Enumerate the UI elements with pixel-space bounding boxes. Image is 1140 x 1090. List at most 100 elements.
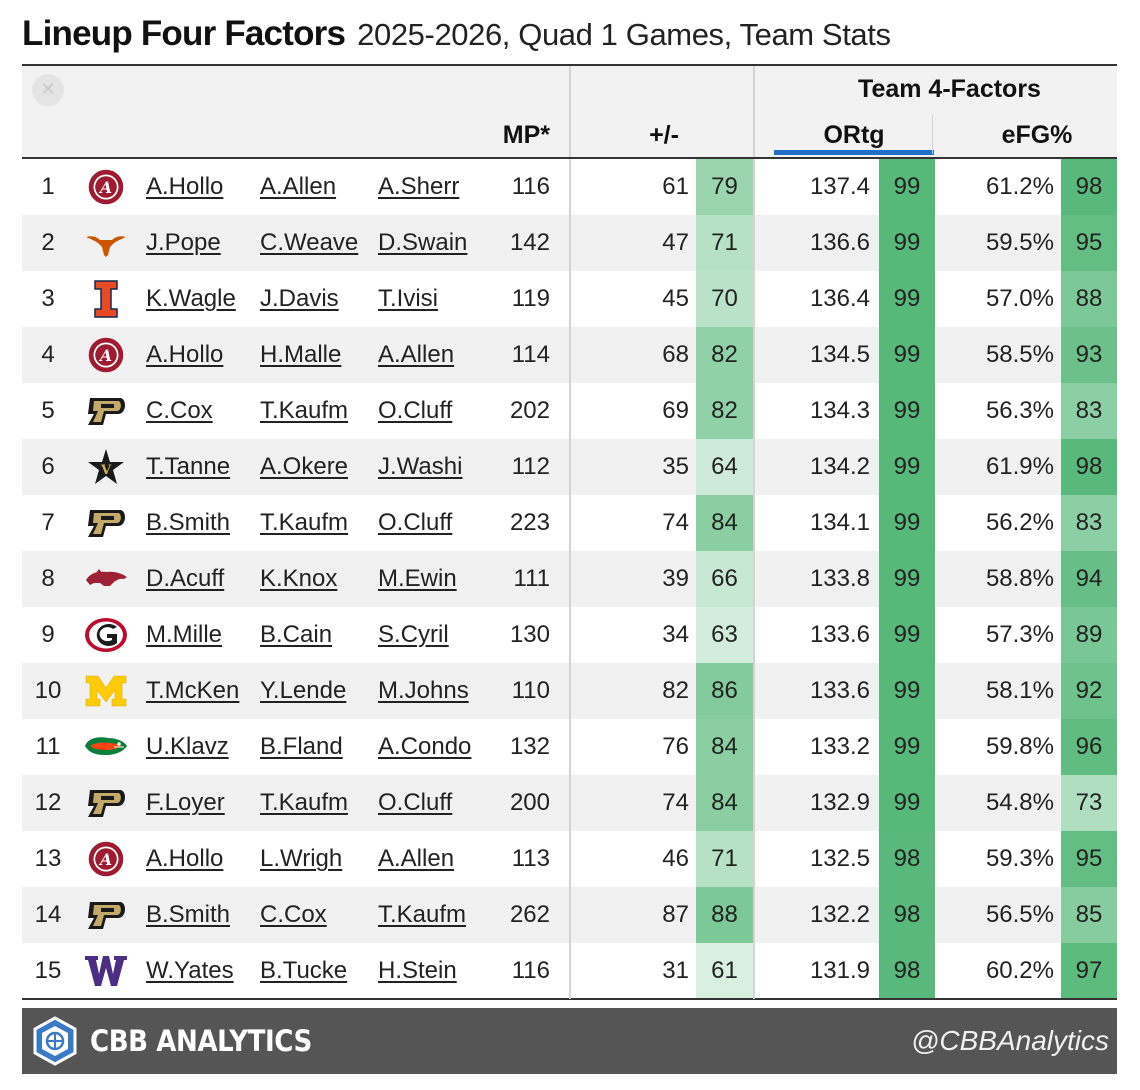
player-link[interactable]: A.Allen <box>378 341 455 368</box>
ortg-percentile-cell: 99 <box>879 663 935 719</box>
player-link[interactable]: O.Cluff <box>378 397 453 424</box>
player-cell: T.Kaufm <box>260 383 348 439</box>
player-link[interactable]: U.Klavz <box>146 733 229 760</box>
plus-minus-percentile-cell: 82 <box>696 383 753 439</box>
player-cell: T.Ivisi <box>378 271 438 327</box>
player-cell: J.Pope <box>146 215 221 271</box>
ortg-cell: 134.2 <box>809 453 870 480</box>
player-link[interactable]: J.Pope <box>146 229 221 256</box>
player-cell: M.Johns <box>378 663 469 719</box>
player-link[interactable]: D.Acuff <box>146 565 225 592</box>
plus-minus-percentile-cell: 71 <box>696 215 753 271</box>
player-link[interactable]: M.Mille <box>146 621 222 648</box>
ortg-percentile-cell: 99 <box>879 495 935 551</box>
efg-percentile-cell: 95 <box>1061 215 1117 271</box>
plus-minus-percentile-cell: 84 <box>696 719 753 775</box>
plus-minus-percentile-cell: 70 <box>696 271 753 327</box>
plus-minus-cell: 76 <box>662 733 689 760</box>
player-link[interactable]: B.Smith <box>146 901 231 928</box>
player-link[interactable]: T.Kaufm <box>378 901 467 928</box>
plus-minus-percentile-cell: 84 <box>696 495 753 551</box>
player-cell: U.Klavz <box>146 719 229 775</box>
player-link[interactable]: B.Tucke <box>260 957 348 984</box>
player-cell: A.Allen <box>378 327 454 383</box>
player-link[interactable]: M.Johns <box>378 677 469 704</box>
player-cell: T.Kaufm <box>260 775 348 831</box>
ortg-cell: 132.2 <box>809 901 870 928</box>
player-link[interactable]: J.Washi <box>378 453 463 480</box>
player-link[interactable]: B.Cain <box>260 621 333 648</box>
player-link[interactable]: A.Sherr <box>378 173 460 200</box>
player-cell: A.Hollo <box>146 327 223 383</box>
player-cell: A.Allen <box>378 831 454 887</box>
ortg-cell: 134.5 <box>809 341 870 368</box>
player-link[interactable]: T.Kaufm <box>260 509 349 536</box>
plus-minus-percentile-cell: 66 <box>696 551 753 607</box>
player-cell: D.Acuff <box>146 551 224 607</box>
ortg-percentile-cell: 98 <box>879 943 935 999</box>
header-efg[interactable]: eFG% <box>1001 121 1073 149</box>
player-cell: B.Tucke <box>260 943 347 999</box>
texas-logo-icon <box>84 224 128 262</box>
player-link[interactable]: B.Fland <box>260 733 343 760</box>
social-handle[interactable]: @CBBAnalytics <box>910 1025 1109 1056</box>
ortg-cell: 134.1 <box>809 509 870 536</box>
player-link[interactable]: H.Stein <box>378 957 457 984</box>
efg-cell: 58.5% <box>985 341 1054 368</box>
ortg-percentile-cell: 99 <box>879 383 935 439</box>
player-link[interactable]: K.Knox <box>260 565 338 592</box>
player-link[interactable]: A.Allen <box>260 173 337 200</box>
player-link[interactable]: T.Ivisi <box>378 285 438 312</box>
player-link[interactable]: K.Wagle <box>146 285 236 312</box>
efg-percentile-cell: 95 <box>1061 831 1117 887</box>
header-ortg[interactable]: ORtg <box>823 121 885 149</box>
player-cell: H.Stein <box>378 943 457 999</box>
player-link[interactable]: W.Yates <box>146 957 234 984</box>
player-link[interactable]: T.Kaufm <box>260 397 349 424</box>
player-link[interactable]: Y.Lende <box>260 677 347 704</box>
player-link[interactable]: A.Allen <box>378 845 455 872</box>
player-link[interactable]: C.Weave <box>260 229 359 256</box>
player-link[interactable]: O.Cluff <box>378 509 453 536</box>
player-cell: M.Mille <box>146 607 222 663</box>
player-link[interactable]: A.Hollo <box>146 845 224 872</box>
player-link[interactable]: A.Condo <box>378 733 472 760</box>
plus-minus-cell: 45 <box>662 285 689 312</box>
player-link[interactable]: B.Smith <box>146 509 231 536</box>
player-link[interactable]: T.Tanne <box>146 453 231 480</box>
header-plus-minus[interactable]: +/- <box>649 121 679 149</box>
player-link[interactable]: O.Cluff <box>378 789 453 816</box>
player-link[interactable]: H.Malle <box>260 341 342 368</box>
player-cell: A.Sherr <box>378 159 459 215</box>
sort-indicator <box>774 150 934 155</box>
player-link[interactable]: A.Hollo <box>146 173 224 200</box>
brand-name: CBB ANALYTICS <box>90 1024 312 1058</box>
efg-cell: 59.8% <box>985 733 1054 760</box>
player-link[interactable]: C.Cox <box>146 397 213 424</box>
illinois-logo-icon <box>84 280 128 318</box>
plus-minus-percentile-cell: 71 <box>696 831 753 887</box>
player-link[interactable]: T.McKen <box>146 677 240 704</box>
player-link[interactable]: M.Ewin <box>378 565 457 592</box>
header-mp[interactable]: MP* <box>502 121 550 149</box>
rank-cell: 8 <box>41 565 55 592</box>
player-link[interactable]: T.Kaufm <box>260 789 349 816</box>
player-link[interactable]: F.Loyer <box>146 789 225 816</box>
player-link[interactable]: L.Wrigh <box>260 845 343 872</box>
rank-cell: 5 <box>41 397 55 424</box>
player-link[interactable]: S.Cyril <box>378 621 449 648</box>
player-link[interactable]: C.Cox <box>260 901 327 928</box>
player-link[interactable]: D.Swain <box>378 229 468 256</box>
player-link[interactable]: A.Okere <box>260 453 349 480</box>
ortg-cell: 133.6 <box>809 677 870 704</box>
plus-minus-cell: 68 <box>662 341 689 368</box>
efg-cell: 56.5% <box>985 901 1054 928</box>
close-icon[interactable]: ✕ <box>32 74 64 106</box>
georgia-logo-icon <box>84 616 128 654</box>
rank-cell: 3 <box>41 285 55 312</box>
player-link[interactable]: J.Davis <box>260 285 339 312</box>
minutes-cell: 114 <box>511 341 550 368</box>
brand: CBB ANALYTICS <box>32 1016 337 1066</box>
rank-cell: 12 <box>34 789 62 816</box>
player-link[interactable]: A.Hollo <box>146 341 224 368</box>
